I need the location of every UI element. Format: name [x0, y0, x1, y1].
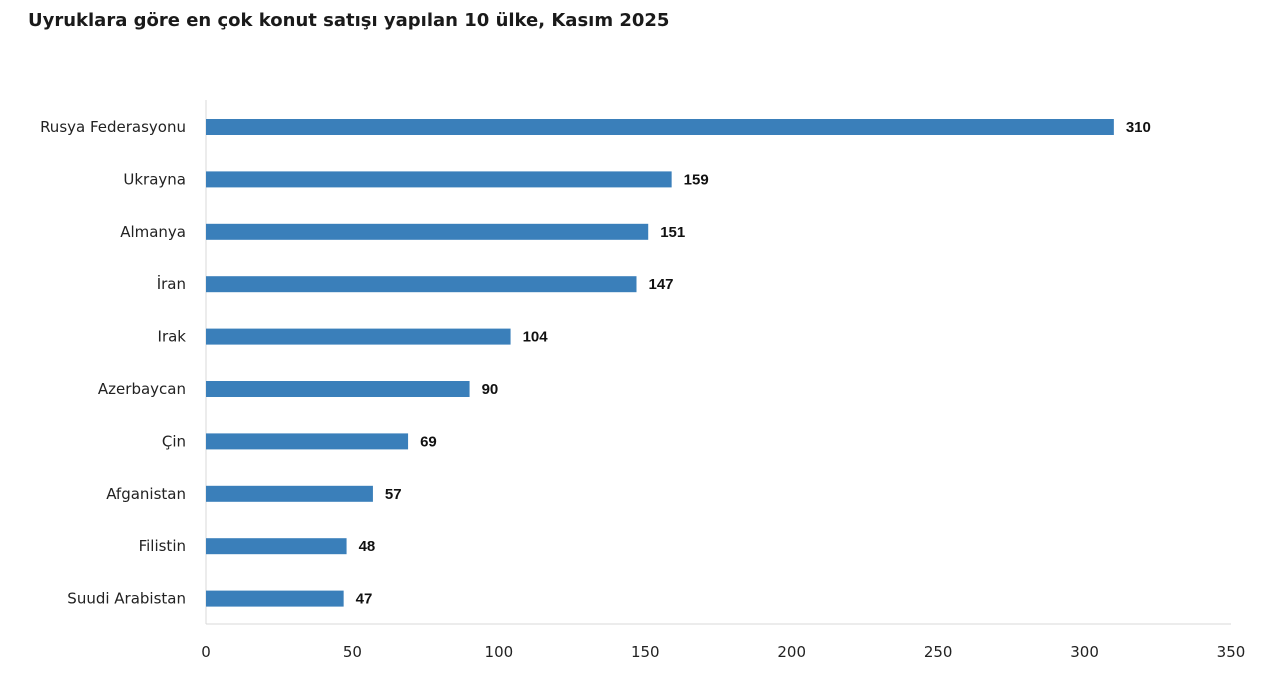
- data-label: 48: [359, 538, 376, 555]
- category-label: Suudi Arabistan: [67, 590, 186, 608]
- category-label: Afganistan: [106, 485, 186, 503]
- bar: [206, 433, 409, 450]
- data-label: 47: [356, 591, 373, 608]
- category-label: Filistin: [139, 537, 186, 555]
- chart-title: Uyruklara göre en çok konut satışı yapıl…: [28, 10, 670, 31]
- data-label: 104: [523, 329, 549, 346]
- x-tick-label: 0: [201, 643, 211, 661]
- x-tick-label: 100: [485, 643, 514, 661]
- x-tick-label: 300: [1070, 643, 1099, 661]
- category-label: Almanya: [120, 223, 186, 241]
- bar: [206, 276, 637, 293]
- labels-group: Rusya Federasyonu 310 Ukrayna 159 Almanya 151…: [40, 118, 1151, 608]
- x-tick-label: 350: [1217, 643, 1246, 661]
- bar: [206, 119, 1114, 135]
- data-label: 159: [684, 171, 709, 188]
- category-label: Ukrayna: [123, 170, 186, 188]
- data-label: 57: [385, 486, 402, 503]
- bar: [206, 590, 344, 607]
- x-tick-label: 50: [343, 643, 362, 661]
- x-tick-label: 250: [924, 643, 953, 661]
- category-label: Irak: [158, 328, 187, 346]
- bar: [206, 485, 373, 502]
- bar: [206, 171, 672, 188]
- data-label: 147: [649, 276, 674, 293]
- category-label: Rusya Federasyonu: [40, 118, 186, 136]
- bars-group: [206, 119, 1114, 607]
- bar: [206, 328, 511, 345]
- x-tick-label: 200: [777, 643, 806, 661]
- category-label: İran: [157, 274, 186, 293]
- data-label: 310: [1126, 119, 1151, 136]
- data-label: 151: [660, 224, 685, 241]
- data-label: 69: [420, 433, 437, 450]
- bar: [206, 381, 470, 397]
- category-label: Azerbaycan: [98, 380, 186, 398]
- bar: [206, 223, 649, 240]
- x-tick-label: 150: [631, 643, 660, 661]
- category-label: Çin: [162, 432, 186, 450]
- data-label: 90: [482, 381, 499, 398]
- bar: [206, 538, 347, 555]
- axes: 0 50 100 150 200 250 300 350: [201, 100, 1245, 661]
